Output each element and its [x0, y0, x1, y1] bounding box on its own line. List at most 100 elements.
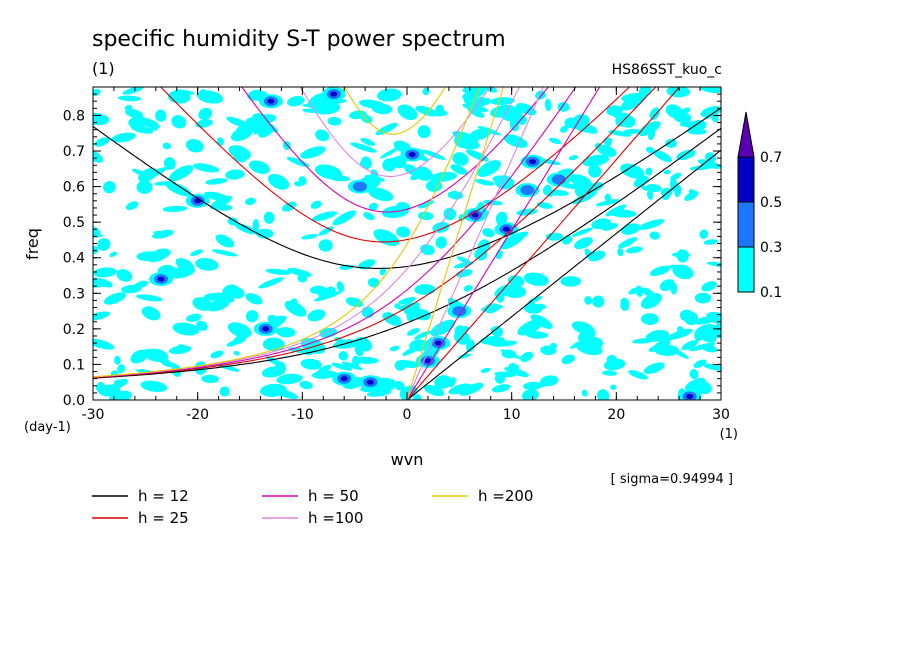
contour-patch — [395, 360, 421, 368]
contour-patch — [645, 167, 653, 176]
contour-patch — [350, 142, 377, 153]
x-tick-label: 0 — [403, 407, 412, 423]
contour-patch — [406, 309, 417, 322]
contour-patch — [463, 285, 473, 292]
contour-patch — [499, 108, 524, 122]
contour-patch — [109, 251, 118, 257]
y-tick-label: 0.6 — [63, 180, 85, 196]
mrg-curve — [93, 87, 657, 379]
chart-title: specific humidity S-T power spectrum — [92, 27, 506, 52]
contour-patch — [245, 293, 263, 305]
power-spot-core — [408, 152, 416, 158]
contour-patch — [312, 211, 338, 222]
x-tick-label: 30 — [712, 407, 730, 423]
x-tick-label: -30 — [82, 407, 105, 423]
contour-patch — [134, 280, 149, 289]
contour-patch — [341, 361, 363, 371]
contour-patch — [274, 388, 299, 400]
contour-patch — [293, 181, 303, 187]
contour-patch — [528, 296, 543, 304]
power-spot-core — [434, 340, 442, 346]
contour-patch — [289, 298, 298, 308]
contour-patch — [307, 309, 326, 322]
contour-patch — [592, 295, 605, 308]
y-tick-label: 0.7 — [63, 144, 85, 160]
contour-patch — [300, 146, 326, 159]
contour-patch — [394, 303, 401, 309]
contour-patch — [266, 356, 280, 366]
contour-patch — [320, 98, 347, 105]
contour-patch — [581, 389, 588, 397]
contour-patch — [686, 128, 707, 135]
contour-patch — [414, 330, 431, 340]
contour-patch — [423, 384, 445, 397]
contour-patch — [643, 362, 665, 374]
contour-patch — [363, 212, 375, 221]
contour-patch — [130, 349, 149, 364]
power-contours — [93, 87, 721, 400]
colorbar: 0.1 0.3 0.5 0.7 — [737, 111, 782, 301]
contour-patch — [219, 386, 230, 397]
contour-patch — [301, 234, 318, 240]
contour-patch — [697, 159, 721, 169]
contour-patch — [345, 297, 364, 308]
legend-label: h = 25 — [138, 509, 189, 527]
contour-patch — [703, 239, 719, 245]
contour-patch — [354, 343, 364, 357]
contour-patch — [198, 107, 213, 121]
contour-patch — [540, 375, 559, 387]
contour-patch — [216, 137, 224, 146]
contour-patch — [227, 322, 252, 338]
contour-patch — [601, 370, 618, 376]
colorbar-label: 0.3 — [760, 240, 782, 256]
inertia-gravity-curve — [299, 87, 491, 177]
contour-patch — [313, 101, 341, 115]
contour-patch — [701, 281, 717, 292]
contour-patch — [625, 246, 643, 254]
contour-patch — [480, 367, 491, 373]
kelvin-curve — [406, 87, 504, 400]
contour-patch — [211, 249, 238, 257]
x-axis-label: wvn — [391, 450, 424, 469]
power-spot-core — [157, 276, 165, 282]
inertia-gravity-curve — [93, 107, 721, 269]
contour-patch — [148, 249, 171, 263]
contour-patch — [684, 377, 706, 391]
x-axis: -30 -20 -10 0 10 20 30 — [82, 87, 730, 423]
contour-patch — [638, 219, 665, 230]
contour-patch — [623, 128, 643, 135]
colorbar-label: 0.5 — [760, 195, 782, 211]
contour-patch — [501, 349, 517, 359]
contour-patch — [375, 122, 398, 136]
contour-patch — [136, 180, 153, 194]
contour-patch — [125, 108, 144, 119]
legend-label: h =100 — [308, 509, 363, 527]
contour-patch — [550, 342, 558, 349]
contour-patch — [652, 149, 673, 163]
contour-patch — [210, 195, 232, 210]
contour-patch — [234, 223, 257, 235]
contour-patch — [706, 311, 721, 325]
contour-patch — [640, 313, 659, 326]
contour-patch — [103, 180, 116, 194]
contour-patch — [495, 211, 508, 226]
contour-patch — [103, 292, 127, 305]
contour-patch — [665, 138, 677, 148]
contour-patch — [610, 384, 617, 391]
contour-patch — [300, 358, 322, 370]
contour-patch — [679, 121, 698, 128]
contour-patch — [282, 141, 291, 151]
contour-patch — [689, 369, 699, 380]
contour-patch — [284, 300, 307, 317]
contour-patch — [196, 90, 224, 104]
contour-patch — [327, 116, 342, 126]
contour-patch — [192, 297, 213, 311]
contour-patch — [196, 320, 208, 331]
contour-patch — [480, 336, 505, 345]
contour-patch — [545, 232, 564, 241]
contour-patch — [417, 125, 431, 139]
contour-patch — [549, 137, 562, 145]
contour-patch — [287, 95, 305, 107]
contour-patch — [171, 115, 187, 129]
contour-patch — [482, 228, 495, 238]
